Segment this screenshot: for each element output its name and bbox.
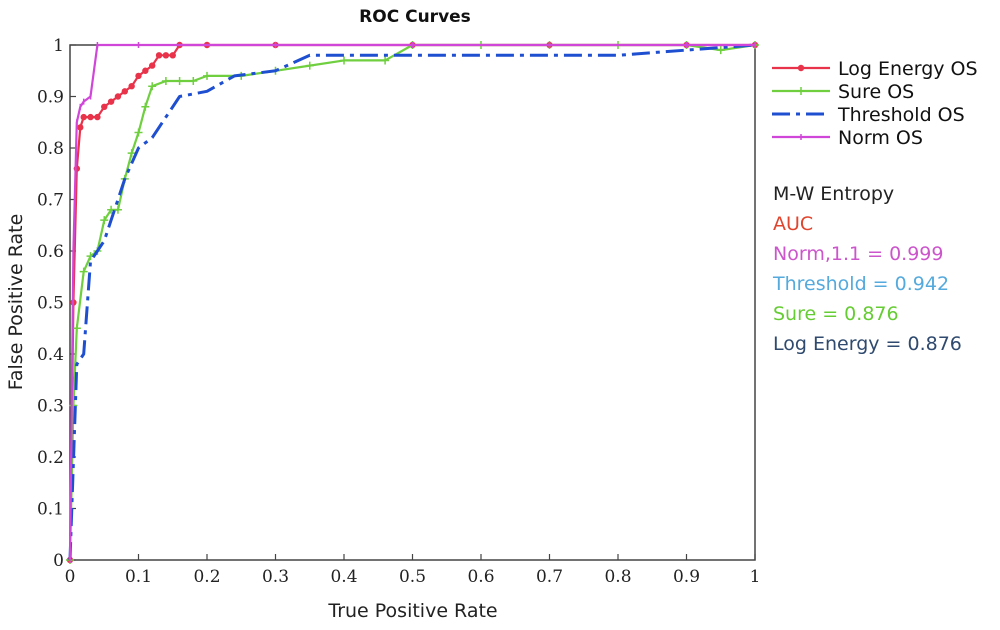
y-tick-label: 0.6	[37, 242, 64, 262]
series-sure-os	[66, 41, 759, 564]
sure-os-point	[716, 46, 725, 55]
y-tick-label: 0.1	[37, 500, 64, 520]
x-tick-label: 0.8	[604, 567, 631, 587]
sure-os-point	[127, 149, 136, 158]
annotation-line: AUC	[773, 213, 814, 235]
y-tick-label: 0.8	[37, 139, 64, 159]
annotation-line: Threshold = 0.942	[773, 273, 950, 295]
plot-area-frame	[69, 44, 756, 561]
sure-os-point	[161, 77, 170, 86]
sure-os-point	[305, 61, 314, 70]
log-energy-os-point	[149, 62, 156, 69]
series-line-norm-os	[68, 43, 755, 561]
series-line-sure-os	[68, 43, 756, 561]
y-tick-label: 0.3	[37, 397, 64, 417]
y-tick-label: 0	[53, 551, 64, 571]
legend-label-norm-os: Norm OS	[838, 127, 923, 149]
sure-os-point	[148, 82, 157, 91]
log-energy-os-point	[142, 67, 149, 74]
x-tick-label: 0	[65, 567, 76, 587]
y-tick-label: 1	[53, 36, 64, 56]
legend-log-energy-os-point	[797, 64, 805, 72]
series-line-threshold-os	[68, 43, 756, 561]
log-energy-os-point	[128, 83, 135, 90]
x-axis-label: True Positive Rate	[327, 600, 497, 622]
x-tick-label: 0.1	[125, 567, 152, 587]
annotation-line: Log Energy = 0.876	[773, 333, 962, 355]
sure-os-point	[381, 56, 390, 65]
y-tick-label: 0.7	[37, 191, 64, 211]
sure-os-point	[100, 216, 109, 225]
x-tick-label: 0.7	[536, 567, 563, 587]
y-tick-label: 0.5	[37, 294, 64, 314]
legend-label-log-energy-os: Log Energy OS	[838, 58, 978, 80]
sure-os-point	[72, 324, 81, 333]
log-energy-os-point	[87, 113, 94, 121]
sure-os-point	[203, 71, 211, 80]
log-energy-os-point	[121, 88, 128, 95]
log-energy-os-point	[77, 124, 84, 131]
log-energy-os-point	[107, 98, 115, 105]
x-tick-label: 0.4	[330, 567, 357, 587]
series-layer	[66, 41, 759, 564]
log-energy-os-point	[80, 113, 87, 121]
log-energy-os-point	[155, 52, 163, 59]
log-energy-os-point	[94, 113, 101, 121]
log-energy-os-point	[135, 72, 142, 80]
legend-label-sure-os: Sure OS	[838, 81, 914, 103]
chart-title: ROC Curves	[359, 7, 471, 27]
legend-sure-os-point	[797, 87, 805, 95]
annotation-heading: M-W Entropy	[773, 183, 895, 205]
sure-os-point	[189, 77, 198, 86]
y-tick-label: 0.4	[37, 345, 64, 365]
sure-os-point	[340, 56, 348, 65]
annotation-line: Norm,1.1 = 0.999	[773, 243, 944, 265]
sure-os-point	[141, 102, 150, 111]
y-tick-label: 0.2	[37, 448, 64, 468]
x-tick-label: 0.3	[262, 567, 289, 587]
axis-ticks: 0 0.1 0.2 0.3 0.4 0.5 0.6 0.7 0.8 0.9 1 0 0.1 0.2 0.3 0…	[37, 36, 760, 587]
x-tick-label: 0.6	[467, 567, 494, 587]
log-energy-os-point	[162, 52, 170, 59]
log-energy-os-point	[114, 93, 122, 100]
sure-os-point	[175, 77, 184, 86]
y-axis-label: False Positive Rate	[5, 214, 27, 391]
y-tick-label: 0.9	[37, 88, 64, 108]
log-energy-os-point	[169, 52, 176, 59]
sure-os-point	[134, 128, 143, 137]
legend-label-threshold-os: Threshold OS	[837, 104, 965, 126]
series-norm-os	[68, 42, 756, 563]
x-tick-label: 0.9	[673, 567, 700, 587]
sure-os-point	[113, 205, 122, 214]
series-line-log-energy-os	[68, 43, 755, 561]
x-tick-label: 1	[750, 567, 761, 587]
annotation-line: Sure = 0.876	[773, 303, 899, 325]
sure-os-point	[79, 267, 88, 276]
x-tick-label: 0.5	[399, 567, 426, 587]
x-tick-label: 0.2	[193, 567, 220, 587]
log-energy-os-point	[101, 103, 108, 111]
series-threshold-os	[68, 43, 756, 561]
series-log-energy-os	[66, 41, 759, 564]
sure-os-point	[107, 205, 116, 214]
